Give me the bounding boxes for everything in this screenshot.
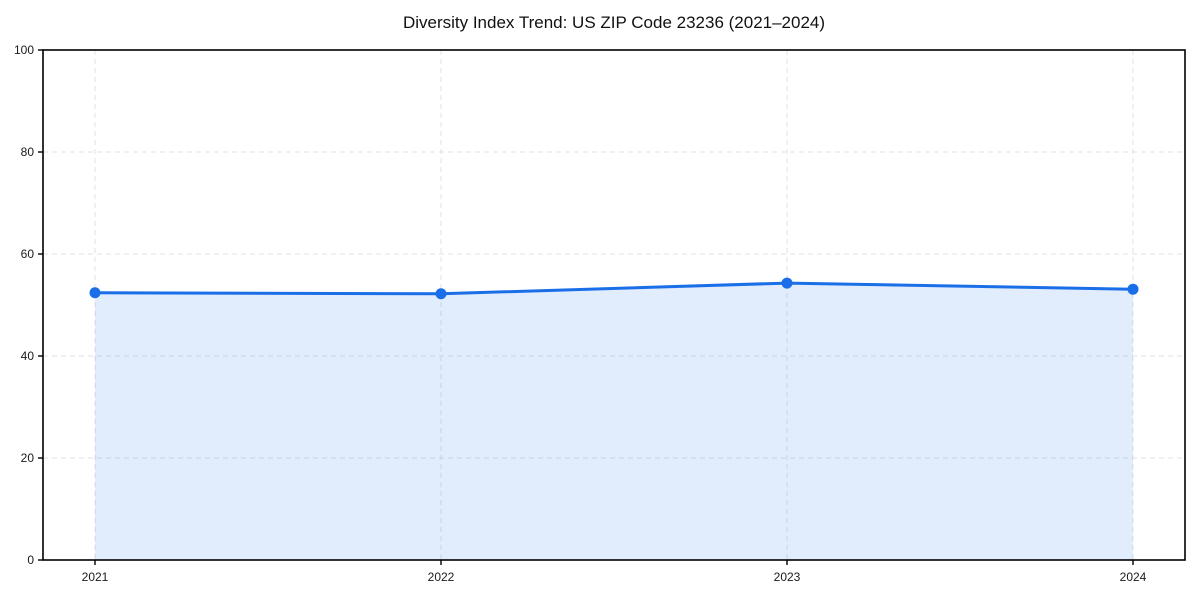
data-point [89, 287, 101, 299]
y-tick-label: 80 [21, 145, 35, 159]
x-tick-label: 2023 [774, 570, 801, 584]
chart-title: Diversity Index Trend: US ZIP Code 23236… [402, 13, 826, 32]
data-point [1127, 283, 1139, 295]
plot-border [42, 49, 1186, 561]
x-tick-label: 2022 [428, 570, 455, 584]
data-point [781, 277, 793, 289]
data-point [435, 288, 447, 300]
y-tick-label: 40 [21, 349, 35, 363]
x-tick-label: 2021 [82, 570, 109, 584]
y-tick-label: 100 [14, 43, 34, 57]
trend-line [93, 281, 1135, 296]
y-tick-label: 60 [21, 247, 35, 261]
area-fill [95, 283, 1133, 560]
y-tick-label: 0 [27, 553, 34, 567]
y-tick-label: 20 [21, 451, 35, 465]
x-tick-label: 2024 [1120, 570, 1147, 584]
